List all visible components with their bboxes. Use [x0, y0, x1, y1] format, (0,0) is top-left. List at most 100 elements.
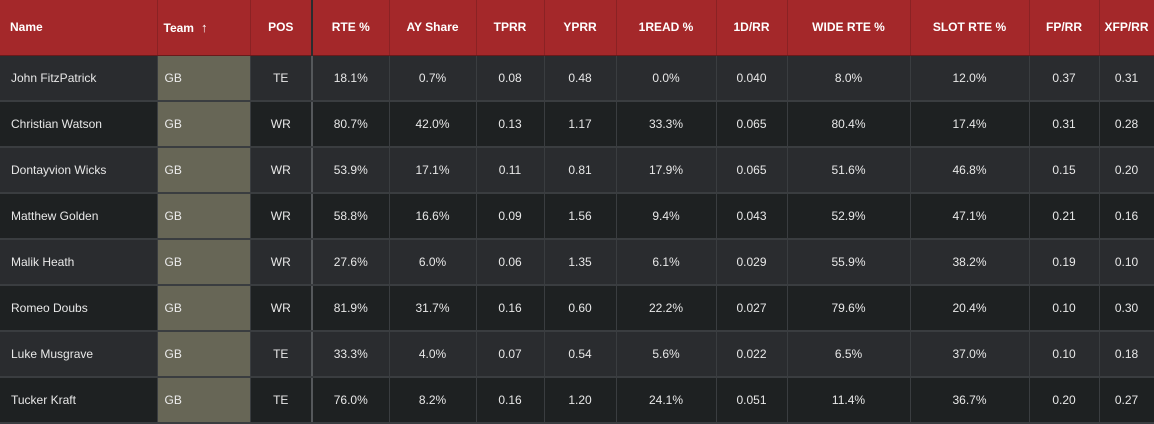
wide-rte-cell: 55.9% — [787, 239, 911, 286]
tprr-cell: 0.16 — [476, 285, 545, 332]
first-down-rr-cell: 0.065 — [716, 101, 788, 148]
first-down-rr-cell: 0.029 — [716, 239, 788, 286]
table-row[interactable]: Luke Musgrave GB TE 33.3% 4.0% 0.07 0.54 5.6% 0.… — [0, 331, 1154, 378]
tprr-cell: 0.07 — [476, 331, 545, 378]
table-row[interactable]: Christian Watson GB WR 80.7% 42.0% 0.13 1.17 33… — [0, 101, 1154, 148]
column-header-1d-rr[interactable]: 1D/RR — [716, 0, 788, 56]
column-header-name[interactable]: Name — [0, 0, 158, 56]
slot-rte-cell: 20.4% — [910, 285, 1030, 332]
first-read-cell: 33.3% — [616, 101, 717, 148]
column-header-fp-rr[interactable]: FP/RR — [1029, 0, 1100, 56]
yprr-cell: 1.35 — [544, 239, 617, 286]
first-down-rr-cell: 0.040 — [716, 55, 788, 102]
slot-rte-cell: 36.7% — [910, 377, 1030, 424]
column-header-rte[interactable]: RTE % — [312, 0, 390, 56]
team-cell: GB — [157, 239, 251, 286]
slot-rte-cell: 46.8% — [910, 147, 1030, 194]
wide-rte-cell: 52.9% — [787, 193, 911, 240]
column-header-tprr[interactable]: TPRR — [476, 0, 545, 56]
position-cell: WR — [250, 193, 313, 240]
ay-share-cell: 16.6% — [389, 193, 477, 240]
column-header-label: Name — [10, 20, 43, 35]
rte-cell: 81.9% — [312, 285, 390, 332]
wide-rte-cell: 80.4% — [787, 101, 911, 148]
ay-share-cell: 6.0% — [389, 239, 477, 286]
team-cell: GB — [157, 331, 251, 378]
first-down-rr-cell: 0.051 — [716, 377, 788, 424]
table-row[interactable]: Malik Heath GB WR 27.6% 6.0% 0.06 1.35 6.1% 0.02… — [0, 239, 1154, 286]
first-down-rr-cell: 0.065 — [716, 147, 788, 194]
first-read-cell: 0.0% — [616, 55, 717, 102]
xfp-rr-cell: 0.31 — [1099, 55, 1154, 102]
column-header-label: SLOT RTE % — [932, 20, 1007, 35]
yprr-cell: 1.20 — [544, 377, 617, 424]
column-header-ay-share[interactable]: AY Share — [389, 0, 477, 56]
xfp-rr-cell: 0.20 — [1099, 147, 1154, 194]
yprr-cell: 1.17 — [544, 101, 617, 148]
column-header-label: POS — [268, 20, 294, 35]
yprr-cell: 0.81 — [544, 147, 617, 194]
position-cell: WR — [250, 239, 313, 286]
team-cell: GB — [157, 147, 251, 194]
table-row[interactable]: Dontayvion Wicks GB WR 53.9% 17.1% 0.11 0.81 17… — [0, 147, 1154, 194]
column-header-label: 1READ % — [638, 20, 694, 35]
yprr-cell: 1.56 — [544, 193, 617, 240]
player-name-cell: Romeo Doubs — [0, 285, 158, 332]
rte-cell: 58.8% — [312, 193, 390, 240]
rte-cell: 53.9% — [312, 147, 390, 194]
position-cell: TE — [250, 55, 313, 102]
rte-cell: 18.1% — [312, 55, 390, 102]
fp-rr-cell: 0.21 — [1029, 193, 1100, 240]
wide-rte-cell: 79.6% — [787, 285, 911, 332]
slot-rte-cell: 12.0% — [910, 55, 1030, 102]
team-cell: GB — [157, 285, 251, 332]
column-header-label: TPRR — [493, 20, 527, 35]
wide-rte-cell: 11.4% — [787, 377, 911, 424]
player-name-cell: Tucker Kraft — [0, 377, 158, 424]
rte-cell: 76.0% — [312, 377, 390, 424]
first-read-cell: 22.2% — [616, 285, 717, 332]
ay-share-cell: 31.7% — [389, 285, 477, 332]
first-down-rr-cell: 0.027 — [716, 285, 788, 332]
first-down-rr-cell: 0.022 — [716, 331, 788, 378]
column-header-xfp-rr[interactable]: XFP/RR — [1099, 0, 1154, 56]
fp-rr-cell: 0.19 — [1029, 239, 1100, 286]
tprr-cell: 0.16 — [476, 377, 545, 424]
fp-rr-cell: 0.31 — [1029, 101, 1100, 148]
team-cell: GB — [157, 55, 251, 102]
table-row[interactable]: Tucker Kraft GB TE 76.0% 8.2% 0.16 1.20 24.1% 0.… — [0, 377, 1154, 424]
slot-rte-cell: 17.4% — [910, 101, 1030, 148]
slot-rte-cell: 47.1% — [910, 193, 1030, 240]
column-header-team[interactable]: Team ↑ — [157, 0, 251, 56]
column-header-label: XFP/RR — [1104, 20, 1149, 35]
column-header-label: AY Share — [406, 20, 459, 35]
column-header-label: Team — [163, 20, 194, 35]
column-header-label: WIDE RTE % — [812, 20, 885, 35]
tprr-cell: 0.08 — [476, 55, 545, 102]
first-read-cell: 9.4% — [616, 193, 717, 240]
column-header-1read[interactable]: 1READ % — [616, 0, 717, 56]
player-name-cell: John FitzPatrick — [0, 55, 158, 102]
column-header-yprr[interactable]: YPRR — [544, 0, 617, 56]
fp-rr-cell: 0.37 — [1029, 55, 1100, 102]
column-header-slot-rte[interactable]: SLOT RTE % — [910, 0, 1030, 56]
ay-share-cell: 17.1% — [389, 147, 477, 194]
xfp-rr-cell: 0.10 — [1099, 239, 1154, 286]
team-cell: GB — [157, 101, 251, 148]
player-name-cell: Matthew Golden — [0, 193, 158, 240]
table-row[interactable]: Romeo Doubs GB WR 81.9% 31.7% 0.16 0.60 22.2% 0.… — [0, 285, 1154, 332]
table-row[interactable]: John FitzPatrick GB TE 18.1% 0.7% 0.08 0.48 0.0… — [0, 55, 1154, 102]
column-header-pos[interactable]: POS — [250, 0, 313, 56]
column-header-wide-rte[interactable]: WIDE RTE % — [787, 0, 911, 56]
ay-share-cell: 8.2% — [389, 377, 477, 424]
table-row[interactable]: Matthew Golden GB WR 58.8% 16.6% 0.09 1.56 9.4%… — [0, 193, 1154, 240]
yprr-cell: 0.54 — [544, 331, 617, 378]
column-header-label: 1D/RR — [733, 20, 770, 35]
player-name-cell: Christian Watson — [0, 101, 158, 148]
player-name-cell: Dontayvion Wicks — [0, 147, 158, 194]
arrow-up-icon[interactable]: ↑ — [200, 19, 208, 35]
wide-rte-cell: 8.0% — [787, 55, 911, 102]
fp-rr-cell: 0.20 — [1029, 377, 1100, 424]
position-cell: WR — [250, 147, 313, 194]
